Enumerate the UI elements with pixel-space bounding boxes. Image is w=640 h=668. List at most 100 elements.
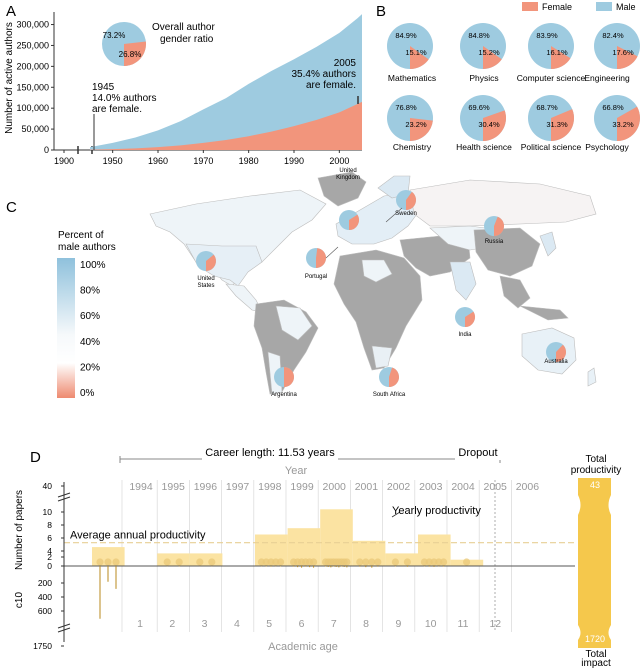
b-legend-male-label: Male: [616, 2, 636, 12]
a-xtick-label: 1900: [54, 156, 74, 166]
year-label: 2001: [355, 481, 379, 493]
land-indonesia: [519, 305, 569, 321]
b-pie-male-label: 82.4%: [602, 31, 624, 40]
year-label: 1996: [194, 481, 218, 493]
b-pie-male-label: 84.8%: [468, 31, 490, 40]
paper-dot: [208, 558, 216, 566]
b-pie-6-female-slice: [551, 109, 574, 141]
a-xtick-label: 1970: [193, 156, 213, 166]
country-pie-1-female-slice: [349, 214, 359, 230]
b-pie-3-female-slice: [617, 46, 638, 69]
portugal-leader: [325, 246, 339, 259]
d-c10-tick-label: 400: [38, 592, 52, 602]
country-pie-2: [396, 190, 416, 210]
b-pie-male-label: 69.6%: [468, 103, 490, 112]
academic-age-label: 11: [458, 618, 469, 630]
sweden-leader: [385, 207, 403, 223]
country-pie-5-female-slice: [465, 311, 475, 327]
b-field-name: Health science: [456, 142, 512, 152]
b-pie-male-label: 84.9%: [395, 31, 417, 40]
a-xtick-label: 1960: [148, 156, 168, 166]
paper-dot: [374, 558, 382, 566]
b-pie-female-label: 31.3%: [546, 120, 568, 129]
academic-age-label: 7: [331, 618, 337, 630]
colorbar-tick-label: 80%: [80, 286, 100, 297]
a-ytick-label: 250,000: [16, 40, 49, 50]
paper-dot: [112, 558, 120, 566]
land-south-africa: [371, 345, 393, 369]
a-ytick-label: 50,000: [21, 124, 49, 134]
academic-age-label: 4: [234, 618, 240, 630]
a-pie-title: Overall author: [152, 22, 215, 33]
academic-age-label: 9: [395, 618, 401, 630]
panel-a-area-chart: A Number of active authors 0 50,000 100,00…: [4, 3, 362, 166]
academic-age-label: 3: [202, 618, 208, 630]
country-pie-4: [306, 248, 327, 269]
academic-age-label: 8: [363, 618, 369, 630]
career-label-bg: [202, 446, 338, 460]
country-pie-3: [484, 216, 504, 236]
dropout-label: Dropout: [458, 447, 497, 459]
b-legend-male-swatch: [596, 2, 612, 11]
a-annot-2005-text: 35.4% authors: [292, 69, 357, 80]
paper-dot: [96, 558, 104, 566]
land-new-zealand: [587, 367, 597, 387]
panel-label-d: D: [30, 449, 41, 466]
d-ytick-label: 4: [47, 546, 52, 556]
a-inset-pie-female-slice: [124, 41, 147, 66]
country-label: Argentina: [271, 392, 297, 398]
academic-age-label: 12: [489, 618, 501, 630]
paper-dot: [343, 558, 351, 566]
colorbar-tick-label: 40%: [80, 337, 100, 348]
d-axis-break-bottom: [57, 623, 71, 633]
land-north-africa: [361, 259, 393, 283]
b-pie-female-label: 15.2%: [478, 48, 500, 57]
a-annot-1945-text: are female.: [92, 104, 142, 115]
land-japan: [539, 231, 557, 257]
a-pie-title: gender ratio: [160, 34, 214, 45]
colorbar-tick-label: 60%: [80, 311, 100, 322]
academic-age-label: 1: [137, 618, 143, 630]
d-axis-break-top: [57, 492, 71, 502]
b-pie-female-label: 30.4%: [478, 120, 500, 129]
b-pie-1: [460, 23, 506, 69]
b-pie-4: [387, 95, 433, 141]
year-label: 1995: [162, 481, 186, 493]
papers-bar-10: [385, 553, 418, 566]
b-field-name: Chemistry: [393, 142, 432, 152]
year-label: 2006: [516, 481, 540, 493]
year-label: 1999: [290, 481, 314, 493]
a-xtick-label: 1990: [284, 156, 304, 166]
year-label: 2004: [451, 481, 475, 493]
a-xtick-label: 1950: [103, 156, 123, 166]
country-label: Portugal: [305, 274, 327, 280]
total-impact-label: impact: [581, 658, 611, 668]
paper-dot: [175, 558, 183, 566]
country-label: Australia: [544, 359, 568, 365]
a-ytick-label: 0: [44, 145, 49, 155]
total-impact-label: Total: [585, 649, 606, 660]
country-pie-4-female-slice: [316, 248, 327, 269]
paper-dot: [356, 558, 364, 566]
paper-dot: [104, 558, 112, 566]
d-ylabel-c10: c10: [14, 592, 25, 609]
panel-label-a: A: [6, 3, 16, 20]
panel-label-b: B: [376, 3, 386, 20]
b-pie-4-female-slice: [410, 118, 433, 141]
world-land: [149, 171, 597, 395]
b-field-name: Engineering: [584, 73, 630, 83]
paper-dot: [391, 558, 399, 566]
country-label: States: [197, 283, 214, 289]
paper-dot: [310, 558, 318, 566]
b-pie-3: [594, 23, 640, 69]
land-china: [473, 227, 541, 277]
dropout-label-bg: [455, 446, 501, 460]
country-pie-2-female-slice: [406, 191, 416, 210]
paper-dot: [163, 558, 171, 566]
a-annot-1945-text: 14.0% authors: [92, 93, 157, 104]
b-pie-2-female-slice: [551, 46, 571, 69]
paper-dot: [463, 558, 471, 566]
